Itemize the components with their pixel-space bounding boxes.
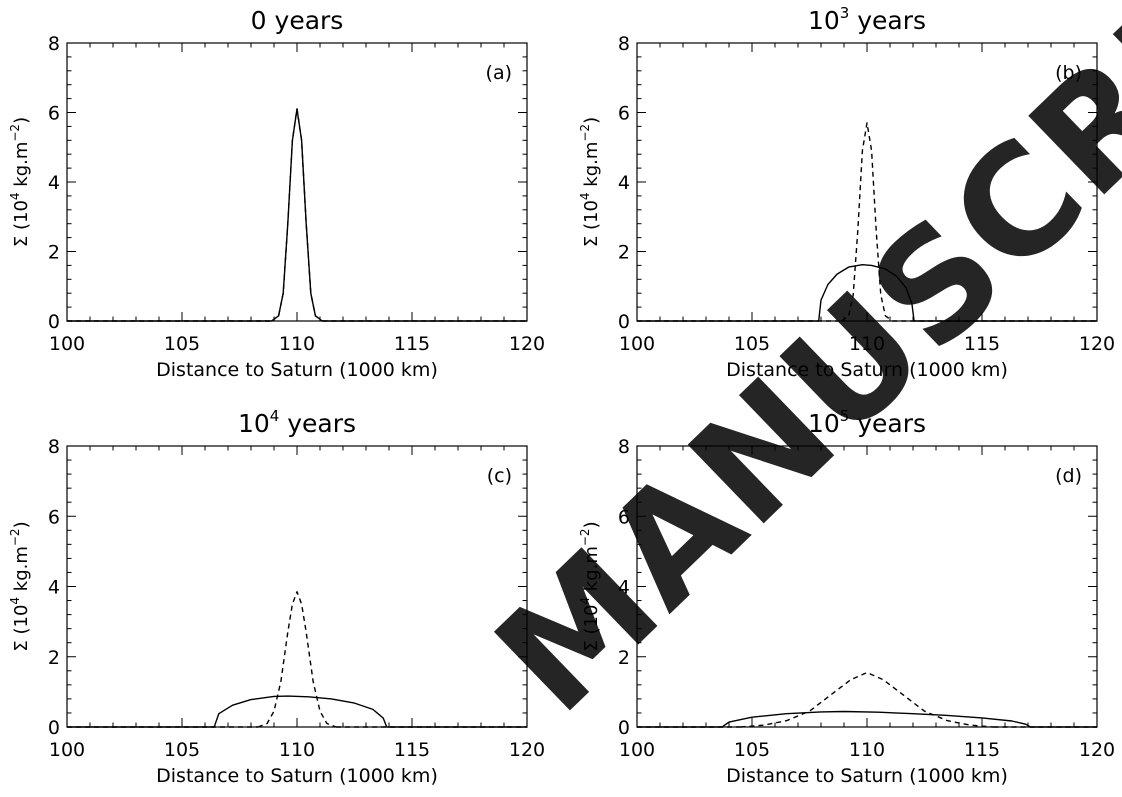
x-tick-label: 115: [394, 333, 430, 355]
y-tick-label: 6: [48, 103, 60, 125]
x-tick-label: 110: [849, 739, 885, 761]
y-tick-label: 8: [618, 436, 630, 458]
panel-title: 104 years: [238, 407, 356, 438]
x-tick-label: 105: [164, 333, 200, 355]
y-tick-label: 0: [618, 311, 630, 333]
y-axis-label: Σ (104 kg.m−2): [8, 117, 32, 247]
x-tick-label: 110: [279, 739, 315, 761]
x-tick-label: 120: [509, 739, 545, 761]
x-tick-label: 105: [734, 739, 770, 761]
x-axis-label: Distance to Saturn (1000 km): [726, 765, 1008, 787]
y-axis-label: Σ (104 kg.m−2): [578, 117, 602, 247]
x-tick-label: 110: [849, 333, 885, 355]
y-tick-label: 8: [48, 33, 60, 55]
y-tick-label: 6: [618, 103, 630, 125]
series-line-dashed: [67, 591, 527, 728]
series-line-dashed: [637, 122, 1097, 322]
x-tick-label: 100: [619, 333, 655, 355]
x-tick-label: 115: [394, 739, 430, 761]
y-axis-label: Σ (104 kg.m−2): [578, 521, 602, 651]
panel-title: 0 years: [251, 6, 344, 35]
y-tick-label: 6: [618, 506, 630, 528]
y-axis-label: Σ (104 kg.m−2): [8, 521, 32, 651]
plot-frame: [66, 42, 528, 322]
panel-label: (d): [1055, 465, 1082, 487]
panel-title: 103 years: [808, 4, 926, 35]
y-tick-label: 2: [618, 242, 630, 264]
x-tick-label: 100: [619, 739, 655, 761]
x-tick-label: 100: [49, 739, 85, 761]
chart-panel-b: 100 105 110 115 120 0 2 4 6 8 (b) 103 years Distance…: [578, 4, 1115, 381]
series-line-solid: [67, 108, 527, 322]
x-tick-label: 115: [964, 333, 1000, 355]
x-axis-label: Distance to Saturn (1000 km): [726, 359, 1008, 381]
x-axis-label: Distance to Saturn (1000 km): [156, 359, 438, 381]
chart-panel-a: 100 105 110 115 120 0 2 4 6 8 (a) 0 years Distance t…: [8, 6, 545, 381]
y-tick-label: 8: [48, 436, 60, 458]
y-tick-label: 0: [618, 717, 630, 739]
y-tick-label: 0: [48, 311, 60, 333]
chart-panel-c: 100 105 110 115 120 0 2 4 6 8 (c) 104 years Distance…: [8, 407, 545, 787]
y-tick-label: 4: [48, 172, 60, 194]
y-tick-label: 4: [618, 172, 630, 194]
x-tick-label: 105: [164, 739, 200, 761]
y-tick-label: 6: [48, 506, 60, 528]
x-tick-label: 120: [1079, 333, 1115, 355]
manuscript-watermark: MANUSCRIPT: [464, 0, 1122, 746]
series-line-dashed: [637, 671, 1097, 728]
plot-frame: [66, 445, 528, 728]
y-tick-label: 0: [48, 717, 60, 739]
panel-title: 105 years: [808, 407, 926, 438]
y-tick-label: 2: [618, 647, 630, 669]
x-tick-label: 110: [279, 333, 315, 355]
x-tick-label: 120: [509, 333, 545, 355]
x-axis-label: Distance to Saturn (1000 km): [156, 765, 438, 787]
y-tick-label: 4: [48, 577, 60, 599]
x-tick-label: 100: [49, 333, 85, 355]
y-tick-label: 2: [48, 242, 60, 264]
panels: 100 105 110 115 120 0 2 4 6 8 (a) 0 years Distance t…: [8, 4, 1115, 787]
series-line-dashed: [67, 108, 527, 322]
x-tick-label: 105: [734, 333, 770, 355]
y-tick-label: 2: [48, 647, 60, 669]
x-tick-label: 120: [1079, 739, 1115, 761]
panel-label: (a): [486, 62, 512, 84]
y-tick-label: 4: [618, 577, 630, 599]
y-tick-label: 8: [618, 33, 630, 55]
panel-label: (c): [487, 465, 512, 487]
x-tick-label: 115: [964, 739, 1000, 761]
panel-label: (b): [1055, 62, 1082, 84]
chart-panel-d: 100 105 110 115 120 0 2 4 6 8 (d) 105 years Distance…: [578, 407, 1115, 787]
